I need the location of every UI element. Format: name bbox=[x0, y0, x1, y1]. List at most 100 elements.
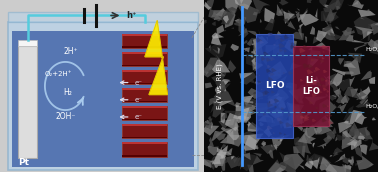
Polygon shape bbox=[355, 100, 373, 108]
Polygon shape bbox=[226, 155, 243, 169]
Polygon shape bbox=[348, 158, 354, 165]
Polygon shape bbox=[233, 156, 239, 163]
Text: Li-
LFO: Li- LFO bbox=[302, 76, 320, 96]
Polygon shape bbox=[315, 42, 331, 52]
Polygon shape bbox=[226, 120, 231, 121]
Polygon shape bbox=[341, 145, 343, 148]
Polygon shape bbox=[259, 75, 260, 76]
Polygon shape bbox=[259, 53, 272, 66]
Polygon shape bbox=[204, 2, 211, 10]
Polygon shape bbox=[320, 56, 326, 65]
Polygon shape bbox=[264, 8, 275, 24]
Polygon shape bbox=[320, 77, 325, 82]
Polygon shape bbox=[268, 109, 284, 123]
Polygon shape bbox=[357, 131, 368, 138]
Polygon shape bbox=[253, 36, 268, 52]
Polygon shape bbox=[330, 73, 343, 87]
Polygon shape bbox=[255, 106, 268, 116]
Polygon shape bbox=[225, 0, 239, 16]
Polygon shape bbox=[268, 68, 282, 83]
Polygon shape bbox=[274, 34, 281, 40]
Polygon shape bbox=[243, 40, 248, 44]
Polygon shape bbox=[322, 84, 327, 89]
Polygon shape bbox=[279, 121, 284, 124]
Polygon shape bbox=[325, 94, 328, 96]
Polygon shape bbox=[356, 86, 370, 99]
Polygon shape bbox=[327, 90, 330, 93]
Polygon shape bbox=[312, 119, 316, 122]
Polygon shape bbox=[218, 7, 237, 25]
Polygon shape bbox=[298, 27, 302, 39]
Polygon shape bbox=[221, 80, 229, 89]
Polygon shape bbox=[308, 56, 315, 65]
Polygon shape bbox=[272, 40, 279, 59]
Polygon shape bbox=[196, 118, 212, 130]
Polygon shape bbox=[253, 61, 263, 71]
Polygon shape bbox=[360, 144, 367, 155]
Polygon shape bbox=[327, 12, 337, 23]
Polygon shape bbox=[260, 135, 264, 138]
Polygon shape bbox=[289, 41, 291, 43]
Polygon shape bbox=[217, 25, 224, 35]
Polygon shape bbox=[333, 147, 343, 154]
Polygon shape bbox=[284, 49, 287, 52]
Polygon shape bbox=[250, 38, 256, 41]
Polygon shape bbox=[296, 8, 300, 23]
Polygon shape bbox=[201, 125, 219, 136]
Polygon shape bbox=[315, 121, 332, 135]
Text: e⁻: e⁻ bbox=[135, 97, 143, 103]
Polygon shape bbox=[325, 164, 347, 172]
Polygon shape bbox=[12, 31, 194, 167]
Polygon shape bbox=[251, 49, 256, 55]
Polygon shape bbox=[305, 36, 307, 43]
Polygon shape bbox=[260, 144, 278, 154]
Polygon shape bbox=[273, 44, 276, 46]
Polygon shape bbox=[249, 79, 255, 84]
Polygon shape bbox=[233, 122, 240, 131]
Polygon shape bbox=[299, 48, 306, 53]
Bar bbox=[122, 88, 167, 102]
Polygon shape bbox=[268, 33, 273, 37]
Polygon shape bbox=[325, 80, 331, 82]
Polygon shape bbox=[349, 134, 357, 143]
Polygon shape bbox=[354, 44, 367, 52]
Polygon shape bbox=[248, 101, 254, 104]
Polygon shape bbox=[212, 103, 225, 118]
Polygon shape bbox=[342, 30, 355, 36]
Polygon shape bbox=[262, 91, 268, 96]
Polygon shape bbox=[280, 38, 285, 42]
Polygon shape bbox=[286, 103, 304, 118]
Polygon shape bbox=[279, 135, 285, 142]
Polygon shape bbox=[370, 24, 378, 35]
Polygon shape bbox=[319, 157, 337, 172]
Polygon shape bbox=[218, 47, 220, 53]
Polygon shape bbox=[342, 129, 355, 149]
Polygon shape bbox=[306, 159, 308, 160]
Polygon shape bbox=[273, 132, 275, 134]
Polygon shape bbox=[222, 112, 228, 120]
Polygon shape bbox=[346, 139, 358, 147]
Polygon shape bbox=[234, 20, 242, 26]
Polygon shape bbox=[303, 63, 310, 69]
Polygon shape bbox=[298, 130, 316, 144]
Polygon shape bbox=[305, 81, 312, 87]
Polygon shape bbox=[209, 45, 211, 52]
Polygon shape bbox=[315, 52, 317, 54]
Polygon shape bbox=[290, 45, 291, 46]
Polygon shape bbox=[338, 27, 353, 40]
Text: H₂O/H₂: H₂O/H₂ bbox=[366, 103, 378, 108]
Polygon shape bbox=[279, 83, 283, 87]
Polygon shape bbox=[216, 85, 226, 94]
Polygon shape bbox=[299, 14, 319, 26]
Polygon shape bbox=[291, 42, 297, 47]
Polygon shape bbox=[233, 105, 250, 120]
Polygon shape bbox=[237, 106, 256, 116]
Polygon shape bbox=[314, 155, 325, 162]
Polygon shape bbox=[220, 170, 222, 172]
Polygon shape bbox=[260, 19, 262, 23]
Polygon shape bbox=[286, 85, 293, 88]
Polygon shape bbox=[356, 146, 359, 148]
Polygon shape bbox=[356, 156, 374, 170]
Polygon shape bbox=[310, 157, 319, 169]
Polygon shape bbox=[305, 96, 328, 105]
